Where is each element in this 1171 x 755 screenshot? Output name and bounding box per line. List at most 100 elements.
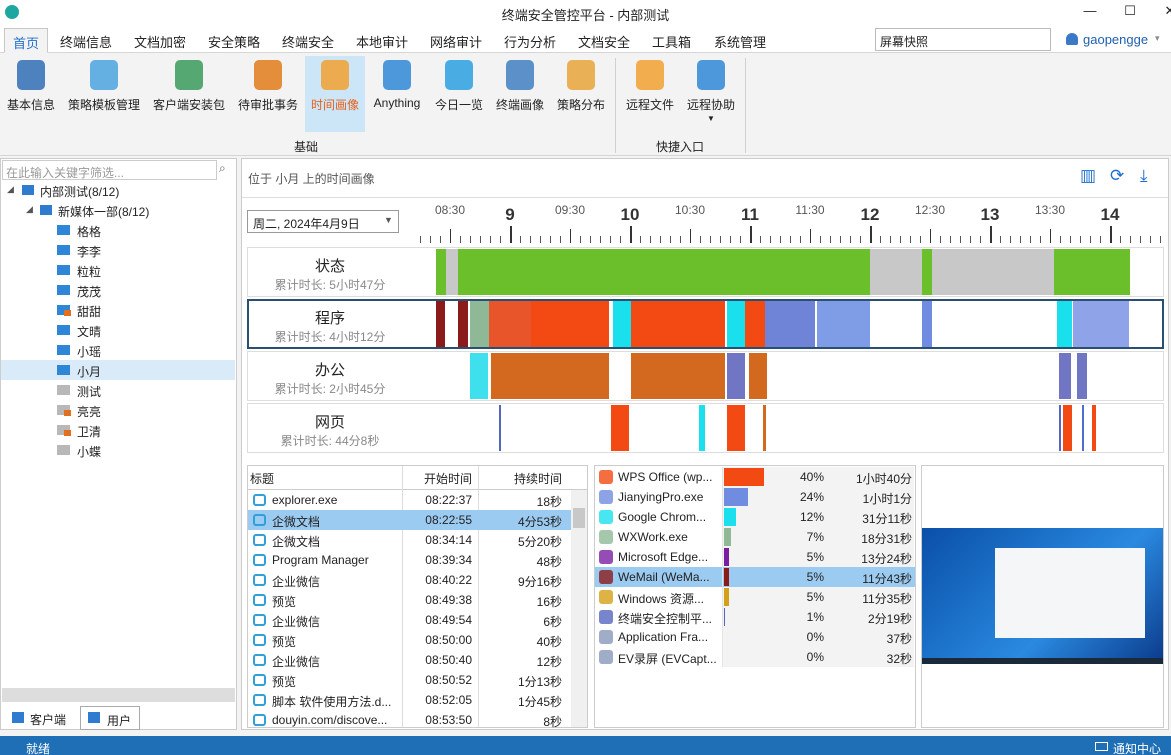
event-cell[interactable]: 1分13秒 (517, 675, 562, 689)
tree-user[interactable]: 甜甜 (77, 305, 102, 319)
event-cell[interactable]: 5分20秒 (517, 535, 562, 549)
event-cell[interactable]: Program Manager (272, 553, 369, 567)
time-segment[interactable] (870, 249, 922, 295)
time-segment[interactable] (699, 405, 705, 451)
time-segment[interactable] (1059, 405, 1062, 451)
event-cell[interactable]: 企业微信 (272, 575, 321, 589)
event-cell[interactable]: 企微文档 (272, 535, 321, 549)
event-cell[interactable]: 4分53秒 (517, 515, 562, 529)
column-header[interactable]: 持续时间 (513, 472, 562, 486)
timeline-row[interactable] (247, 299, 1164, 349)
time-segment[interactable] (726, 405, 745, 451)
toolbar-label[interactable]: 策略分布 (556, 98, 605, 112)
event-cell[interactable]: 08:52:05 (425, 693, 472, 707)
menu-tab[interactable]: 安全策略 (208, 35, 261, 50)
time-segment[interactable] (726, 353, 745, 399)
app-name[interactable]: WPS Office (wp... (618, 470, 713, 484)
event-cell[interactable]: 6秒 (543, 615, 562, 629)
time-segment[interactable] (489, 301, 531, 347)
time-segment[interactable] (921, 249, 933, 295)
tree-user[interactable]: 李李 (77, 245, 102, 259)
toolbar-label[interactable]: 终端画像 (495, 98, 544, 112)
menu-tab[interactable]: 终端安全 (282, 35, 335, 50)
event-cell[interactable]: 08:50:52 (425, 673, 472, 687)
notify-center[interactable]: 通知中心 (1113, 742, 1162, 755)
menu-tab[interactable]: 网络审计 (430, 35, 483, 50)
event-cell[interactable]: 08:22:37 (425, 493, 472, 507)
column-header[interactable]: 标题 (250, 472, 275, 486)
time-segment[interactable] (1082, 405, 1084, 451)
time-segment[interactable] (1062, 405, 1072, 451)
event-cell[interactable]: 08:34:14 (425, 533, 472, 547)
event-cell[interactable]: 预览 (272, 635, 297, 649)
tree-user[interactable]: 测试 (77, 385, 102, 399)
timeline-row[interactable] (247, 403, 1164, 453)
tree-user[interactable]: 粒粒 (77, 265, 102, 279)
filter-button[interactable]: ⌕ (219, 161, 226, 175)
toolbar-icon[interactable] (506, 60, 534, 90)
time-segment[interactable] (816, 301, 870, 347)
time-segment[interactable] (932, 249, 1054, 295)
time-segment[interactable] (611, 405, 630, 451)
time-segment[interactable] (726, 301, 745, 347)
time-segment[interactable] (531, 301, 609, 347)
toolbar-label[interactable]: 远程文件 (625, 98, 674, 112)
tree-user[interactable]: 卫清 (77, 425, 102, 439)
time-segment[interactable] (1053, 249, 1131, 295)
toolbar-icon[interactable] (175, 60, 203, 90)
tree-user[interactable]: 小蝶 (77, 445, 102, 459)
event-cell[interactable]: 企微文档 (272, 515, 321, 529)
app-name[interactable]: Windows 资源... (618, 592, 705, 606)
time-segment[interactable] (630, 301, 726, 347)
toolbar-label[interactable]: Anything (373, 96, 421, 110)
timeline-row[interactable] (247, 351, 1164, 401)
date-picker[interactable]: 周二, 2024年4月9日 (247, 210, 399, 233)
time-segment[interactable] (765, 301, 816, 347)
time-segment[interactable] (470, 353, 489, 399)
time-segment[interactable] (498, 405, 501, 451)
toolbar-label[interactable]: 远程协助 (686, 98, 735, 112)
tree-user[interactable]: 文晴 (77, 325, 102, 339)
event-cell[interactable]: 08:50:40 (425, 653, 472, 667)
panel-button[interactable]: ⤓ (1140, 166, 1148, 185)
sidebar-tab[interactable]: 客户端 (30, 713, 67, 727)
time-segment[interactable] (435, 301, 445, 347)
window-button[interactable]: — (1083, 3, 1097, 18)
toolbar-icon[interactable] (697, 60, 725, 90)
event-cell[interactable]: 40秒 (536, 635, 562, 649)
event-cell[interactable]: 08:50:00 (425, 633, 472, 647)
panel-button[interactable]: ▥ (1080, 166, 1097, 185)
time-segment[interactable] (1077, 353, 1087, 399)
app-name[interactable]: Google Chrom... (618, 510, 707, 524)
event-cell[interactable]: 脚本 软件使用方法.d... (272, 695, 392, 709)
toolbar-label[interactable]: 待审批事务 (237, 98, 298, 112)
time-segment[interactable] (458, 249, 870, 295)
menu-tab[interactable]: 本地审计 (356, 35, 409, 50)
menu-tab[interactable]: 工具箱 (652, 35, 692, 50)
app-name[interactable]: Application Fra... (618, 630, 709, 644)
event-cell[interactable]: 8秒 (543, 715, 562, 729)
event-cell[interactable]: 08:49:38 (425, 593, 472, 607)
app-name[interactable]: WXWork.exe (618, 530, 688, 544)
tree-root[interactable]: 内部测试(8/12) (40, 185, 120, 199)
time-segment[interactable] (744, 301, 765, 347)
window-button[interactable]: ✕ (1164, 3, 1171, 18)
toolbar-label[interactable]: 基本信息 (6, 98, 55, 112)
event-cell[interactable]: 08:53:50 (425, 713, 472, 727)
time-segment[interactable] (749, 353, 768, 399)
toolbar-icon[interactable] (636, 60, 664, 90)
event-cell[interactable]: 18秒 (536, 495, 562, 509)
time-segment[interactable] (446, 249, 459, 295)
app-name[interactable]: Microsoft Edge... (618, 550, 709, 564)
toolbar-icon[interactable] (383, 60, 411, 90)
toolbar-icon[interactable] (321, 60, 349, 90)
tree-dept[interactable]: 新媒体一部(8/12) (58, 205, 150, 219)
app-name[interactable]: EV录屏 (EVCapt... (618, 652, 717, 666)
menu-tab[interactable]: 首页 (4, 28, 49, 53)
time-segment[interactable] (470, 301, 489, 347)
event-cell[interactable]: 12秒 (536, 655, 562, 669)
event-cell[interactable]: 企业微信 (272, 615, 321, 629)
event-cell[interactable]: 16秒 (536, 595, 562, 609)
event-cell[interactable]: 08:49:54 (425, 613, 472, 627)
toolbar-label[interactable]: 策略模板管理 (67, 98, 140, 112)
